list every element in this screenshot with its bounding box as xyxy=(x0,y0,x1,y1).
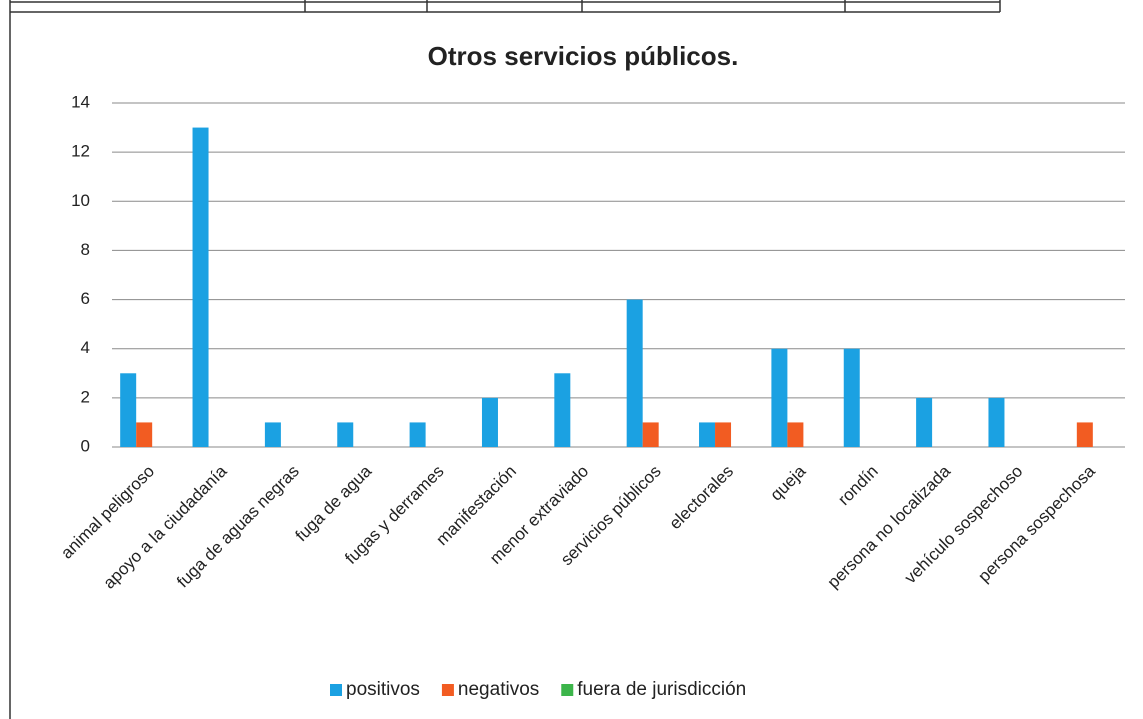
bar xyxy=(843,348,860,447)
bar xyxy=(120,373,137,447)
legend-swatch xyxy=(561,684,574,696)
y-tick-label: 6 xyxy=(81,289,90,308)
legend-label: fuera de jurisdicción xyxy=(577,679,746,700)
bar xyxy=(192,127,209,448)
y-tick-label: 4 xyxy=(81,338,90,357)
y-tick-label: 10 xyxy=(71,191,90,210)
bar xyxy=(1076,422,1093,447)
bar xyxy=(554,373,571,447)
legend-label: positivos xyxy=(346,679,420,700)
bar xyxy=(787,422,804,447)
y-tick-label: 8 xyxy=(81,240,90,259)
bar xyxy=(136,422,153,447)
bar xyxy=(988,397,1005,447)
page-frame xyxy=(9,0,1001,719)
bar xyxy=(642,422,659,447)
y-tick-label: 0 xyxy=(81,436,90,455)
bar xyxy=(337,422,354,447)
legend-swatch xyxy=(441,684,454,696)
chart-title: Otros servicios públicos. xyxy=(428,41,739,71)
bar xyxy=(409,422,426,447)
y-tick-label: 12 xyxy=(71,142,90,161)
bar xyxy=(771,348,788,447)
bar xyxy=(916,397,933,447)
bar xyxy=(715,422,732,447)
bar xyxy=(626,299,643,447)
y-tick-label: 14 xyxy=(71,92,90,111)
legend-swatch xyxy=(330,684,342,696)
legend-label: negativos xyxy=(458,679,539,700)
bar xyxy=(264,422,281,447)
y-tick-label: 2 xyxy=(81,387,90,406)
bar xyxy=(699,422,716,447)
bar xyxy=(481,397,498,447)
